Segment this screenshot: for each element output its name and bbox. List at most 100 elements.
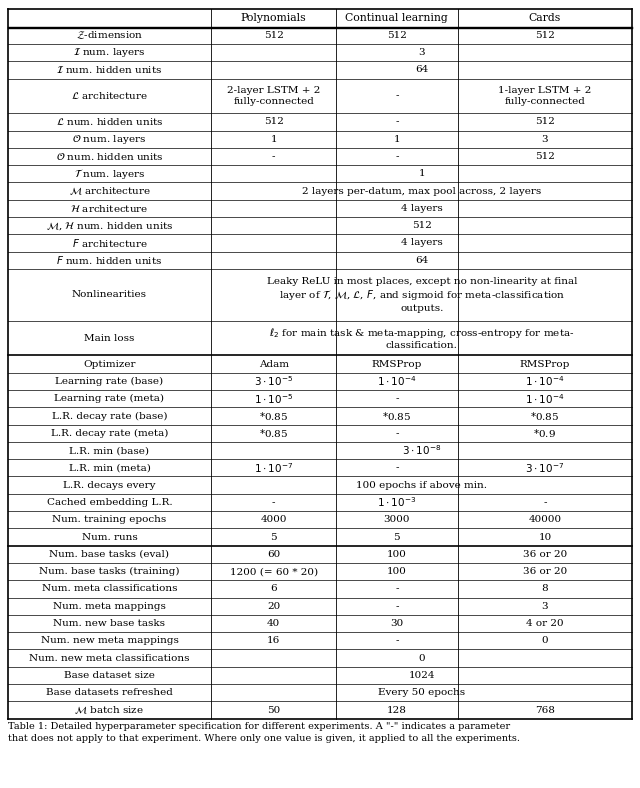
Text: Num. meta classifications: Num. meta classifications <box>42 585 177 593</box>
Text: -: - <box>395 91 399 100</box>
Text: 36 or 20: 36 or 20 <box>523 567 567 576</box>
Text: Num. new base tasks: Num. new base tasks <box>54 619 165 628</box>
Text: 768: 768 <box>535 705 555 715</box>
Text: $1 \cdot 10^{-4}$: $1 \cdot 10^{-4}$ <box>377 374 417 388</box>
Text: 3: 3 <box>541 602 548 611</box>
Text: 1: 1 <box>419 169 425 178</box>
Text: that does not apply to that experiment. Where only one value is given, it applie: that does not apply to that experiment. … <box>8 734 520 743</box>
Text: -: - <box>272 498 275 507</box>
Text: 20: 20 <box>267 602 280 611</box>
Text: -: - <box>395 585 399 593</box>
Text: $3 \cdot 10^{-7}$: $3 \cdot 10^{-7}$ <box>525 461 564 474</box>
Text: 512: 512 <box>264 117 284 126</box>
Text: $1 \cdot 10^{-4}$: $1 \cdot 10^{-4}$ <box>525 392 564 406</box>
Text: -: - <box>395 117 399 126</box>
Text: Table 1: Detailed hyperparameter specification for different experiments. A "-" : Table 1: Detailed hyperparameter specifi… <box>8 722 510 730</box>
Text: $F$ architecture: $F$ architecture <box>72 237 147 249</box>
Text: $*$0.85: $*$0.85 <box>382 410 412 422</box>
Text: 128: 128 <box>387 705 407 715</box>
Text: 512: 512 <box>387 31 407 40</box>
Text: -: - <box>272 152 275 161</box>
Text: 4 layers: 4 layers <box>401 239 443 247</box>
Text: 1024: 1024 <box>408 671 435 680</box>
Text: RMSProp: RMSProp <box>520 359 570 369</box>
Text: $\mathcal{M}$ batch size: $\mathcal{M}$ batch size <box>74 704 145 716</box>
Text: 4 or 20: 4 or 20 <box>526 619 564 628</box>
Text: Base dataset size: Base dataset size <box>64 671 155 680</box>
Text: 2 layers per-datum, max pool across, 2 layers: 2 layers per-datum, max pool across, 2 l… <box>302 187 541 195</box>
Text: $\mathcal{M}$, $\mathcal{H}$ num. hidden units: $\mathcal{M}$, $\mathcal{H}$ num. hidden… <box>45 220 173 232</box>
Text: $*$0.85: $*$0.85 <box>259 427 288 439</box>
Text: $F$ num. hidden units: $F$ num. hidden units <box>56 255 163 266</box>
Text: 0: 0 <box>419 653 425 663</box>
Text: Cards: Cards <box>529 13 561 23</box>
Text: 4000: 4000 <box>260 515 287 524</box>
Text: Learning rate (meta): Learning rate (meta) <box>54 394 164 403</box>
Text: -: - <box>543 498 547 507</box>
Text: 0: 0 <box>541 637 548 645</box>
Text: 512: 512 <box>535 152 555 161</box>
Text: -: - <box>395 463 399 472</box>
Text: 5: 5 <box>270 533 277 541</box>
Text: 3000: 3000 <box>383 515 410 524</box>
Text: 40: 40 <box>267 619 280 628</box>
Text: $*$0.85: $*$0.85 <box>259 410 288 422</box>
Text: 1200 (= 60 * 20): 1200 (= 60 * 20) <box>230 567 317 576</box>
Text: 10: 10 <box>538 533 552 541</box>
Text: Num. new meta classifications: Num. new meta classifications <box>29 653 189 663</box>
Text: Num. runs: Num. runs <box>81 533 138 541</box>
Text: 6: 6 <box>270 585 277 593</box>
Text: 4 layers: 4 layers <box>401 204 443 213</box>
Text: $\mathcal{O}$ num. layers: $\mathcal{O}$ num. layers <box>72 132 147 146</box>
Text: Num. meta mappings: Num. meta mappings <box>53 602 166 611</box>
Text: $\mathcal{Z}$-dimension: $\mathcal{Z}$-dimension <box>76 29 143 42</box>
Text: Leaky ReLU in most places, except no non-linearity at final
layer of $\mathcal{T: Leaky ReLU in most places, except no non… <box>266 277 577 313</box>
Text: $3 \cdot 10^{-8}$: $3 \cdot 10^{-8}$ <box>402 444 442 458</box>
Text: L.R. decay rate (meta): L.R. decay rate (meta) <box>51 429 168 438</box>
Text: 512: 512 <box>412 221 432 230</box>
Text: 3: 3 <box>419 48 425 58</box>
Text: 3: 3 <box>541 135 548 143</box>
Text: Num. new meta mappings: Num. new meta mappings <box>40 637 179 645</box>
Text: $1 \cdot 10^{-5}$: $1 \cdot 10^{-5}$ <box>254 392 293 406</box>
Text: -: - <box>395 152 399 161</box>
Text: $\ell_2$ for main task & meta-mapping, cross-entropy for meta-
classification.: $\ell_2$ for main task & meta-mapping, c… <box>269 326 575 351</box>
Text: 16: 16 <box>267 637 280 645</box>
Text: 60: 60 <box>267 550 280 559</box>
Text: -: - <box>395 394 399 403</box>
Text: Learning rate (base): Learning rate (base) <box>56 377 163 386</box>
Text: $*$0.9: $*$0.9 <box>534 427 556 439</box>
Text: $1 \cdot 10^{-4}$: $1 \cdot 10^{-4}$ <box>525 374 564 388</box>
Text: Every 50 epochs: Every 50 epochs <box>378 688 465 697</box>
Text: Main loss: Main loss <box>84 333 134 343</box>
Text: RMSProp: RMSProp <box>372 359 422 369</box>
Text: 1-layer LSTM + 2
fully-connected: 1-layer LSTM + 2 fully-connected <box>499 86 591 106</box>
Text: 8: 8 <box>541 585 548 593</box>
Text: 1: 1 <box>394 135 400 143</box>
Text: $3 \cdot 10^{-5}$: $3 \cdot 10^{-5}$ <box>254 374 293 388</box>
Text: Optimizer: Optimizer <box>83 359 136 369</box>
Text: -: - <box>395 429 399 438</box>
Text: Continual learning: Continual learning <box>346 13 448 23</box>
Text: $\mathcal{O}$ num. hidden units: $\mathcal{O}$ num. hidden units <box>56 151 163 162</box>
Text: 64: 64 <box>415 256 428 265</box>
Text: 40000: 40000 <box>529 515 561 524</box>
Text: 512: 512 <box>535 31 555 40</box>
Text: $\mathcal{H}$ architecture: $\mathcal{H}$ architecture <box>70 203 148 214</box>
Text: 100 epochs if above min.: 100 epochs if above min. <box>356 481 487 489</box>
Text: 512: 512 <box>264 31 284 40</box>
Text: Base datasets refreshed: Base datasets refreshed <box>46 688 173 697</box>
Text: $\mathcal{M}$ architecture: $\mathcal{M}$ architecture <box>68 185 150 197</box>
Text: $\mathcal{L}$ architecture: $\mathcal{L}$ architecture <box>71 91 148 102</box>
Text: L.R. decay rate (base): L.R. decay rate (base) <box>52 411 167 421</box>
Text: 1: 1 <box>270 135 277 143</box>
Text: Cached embedding L.R.: Cached embedding L.R. <box>47 498 172 507</box>
Text: 2-layer LSTM + 2
fully-connected: 2-layer LSTM + 2 fully-connected <box>227 86 320 106</box>
Text: $1 \cdot 10^{-3}$: $1 \cdot 10^{-3}$ <box>377 496 417 509</box>
Text: L.R. min (base): L.R. min (base) <box>70 446 150 455</box>
Text: 30: 30 <box>390 619 403 628</box>
Text: Adam: Adam <box>259 359 289 369</box>
Text: L.R. decays every: L.R. decays every <box>63 481 156 489</box>
Text: $\mathcal{L}$ num. hidden units: $\mathcal{L}$ num. hidden units <box>56 117 163 128</box>
Text: 100: 100 <box>387 567 407 576</box>
